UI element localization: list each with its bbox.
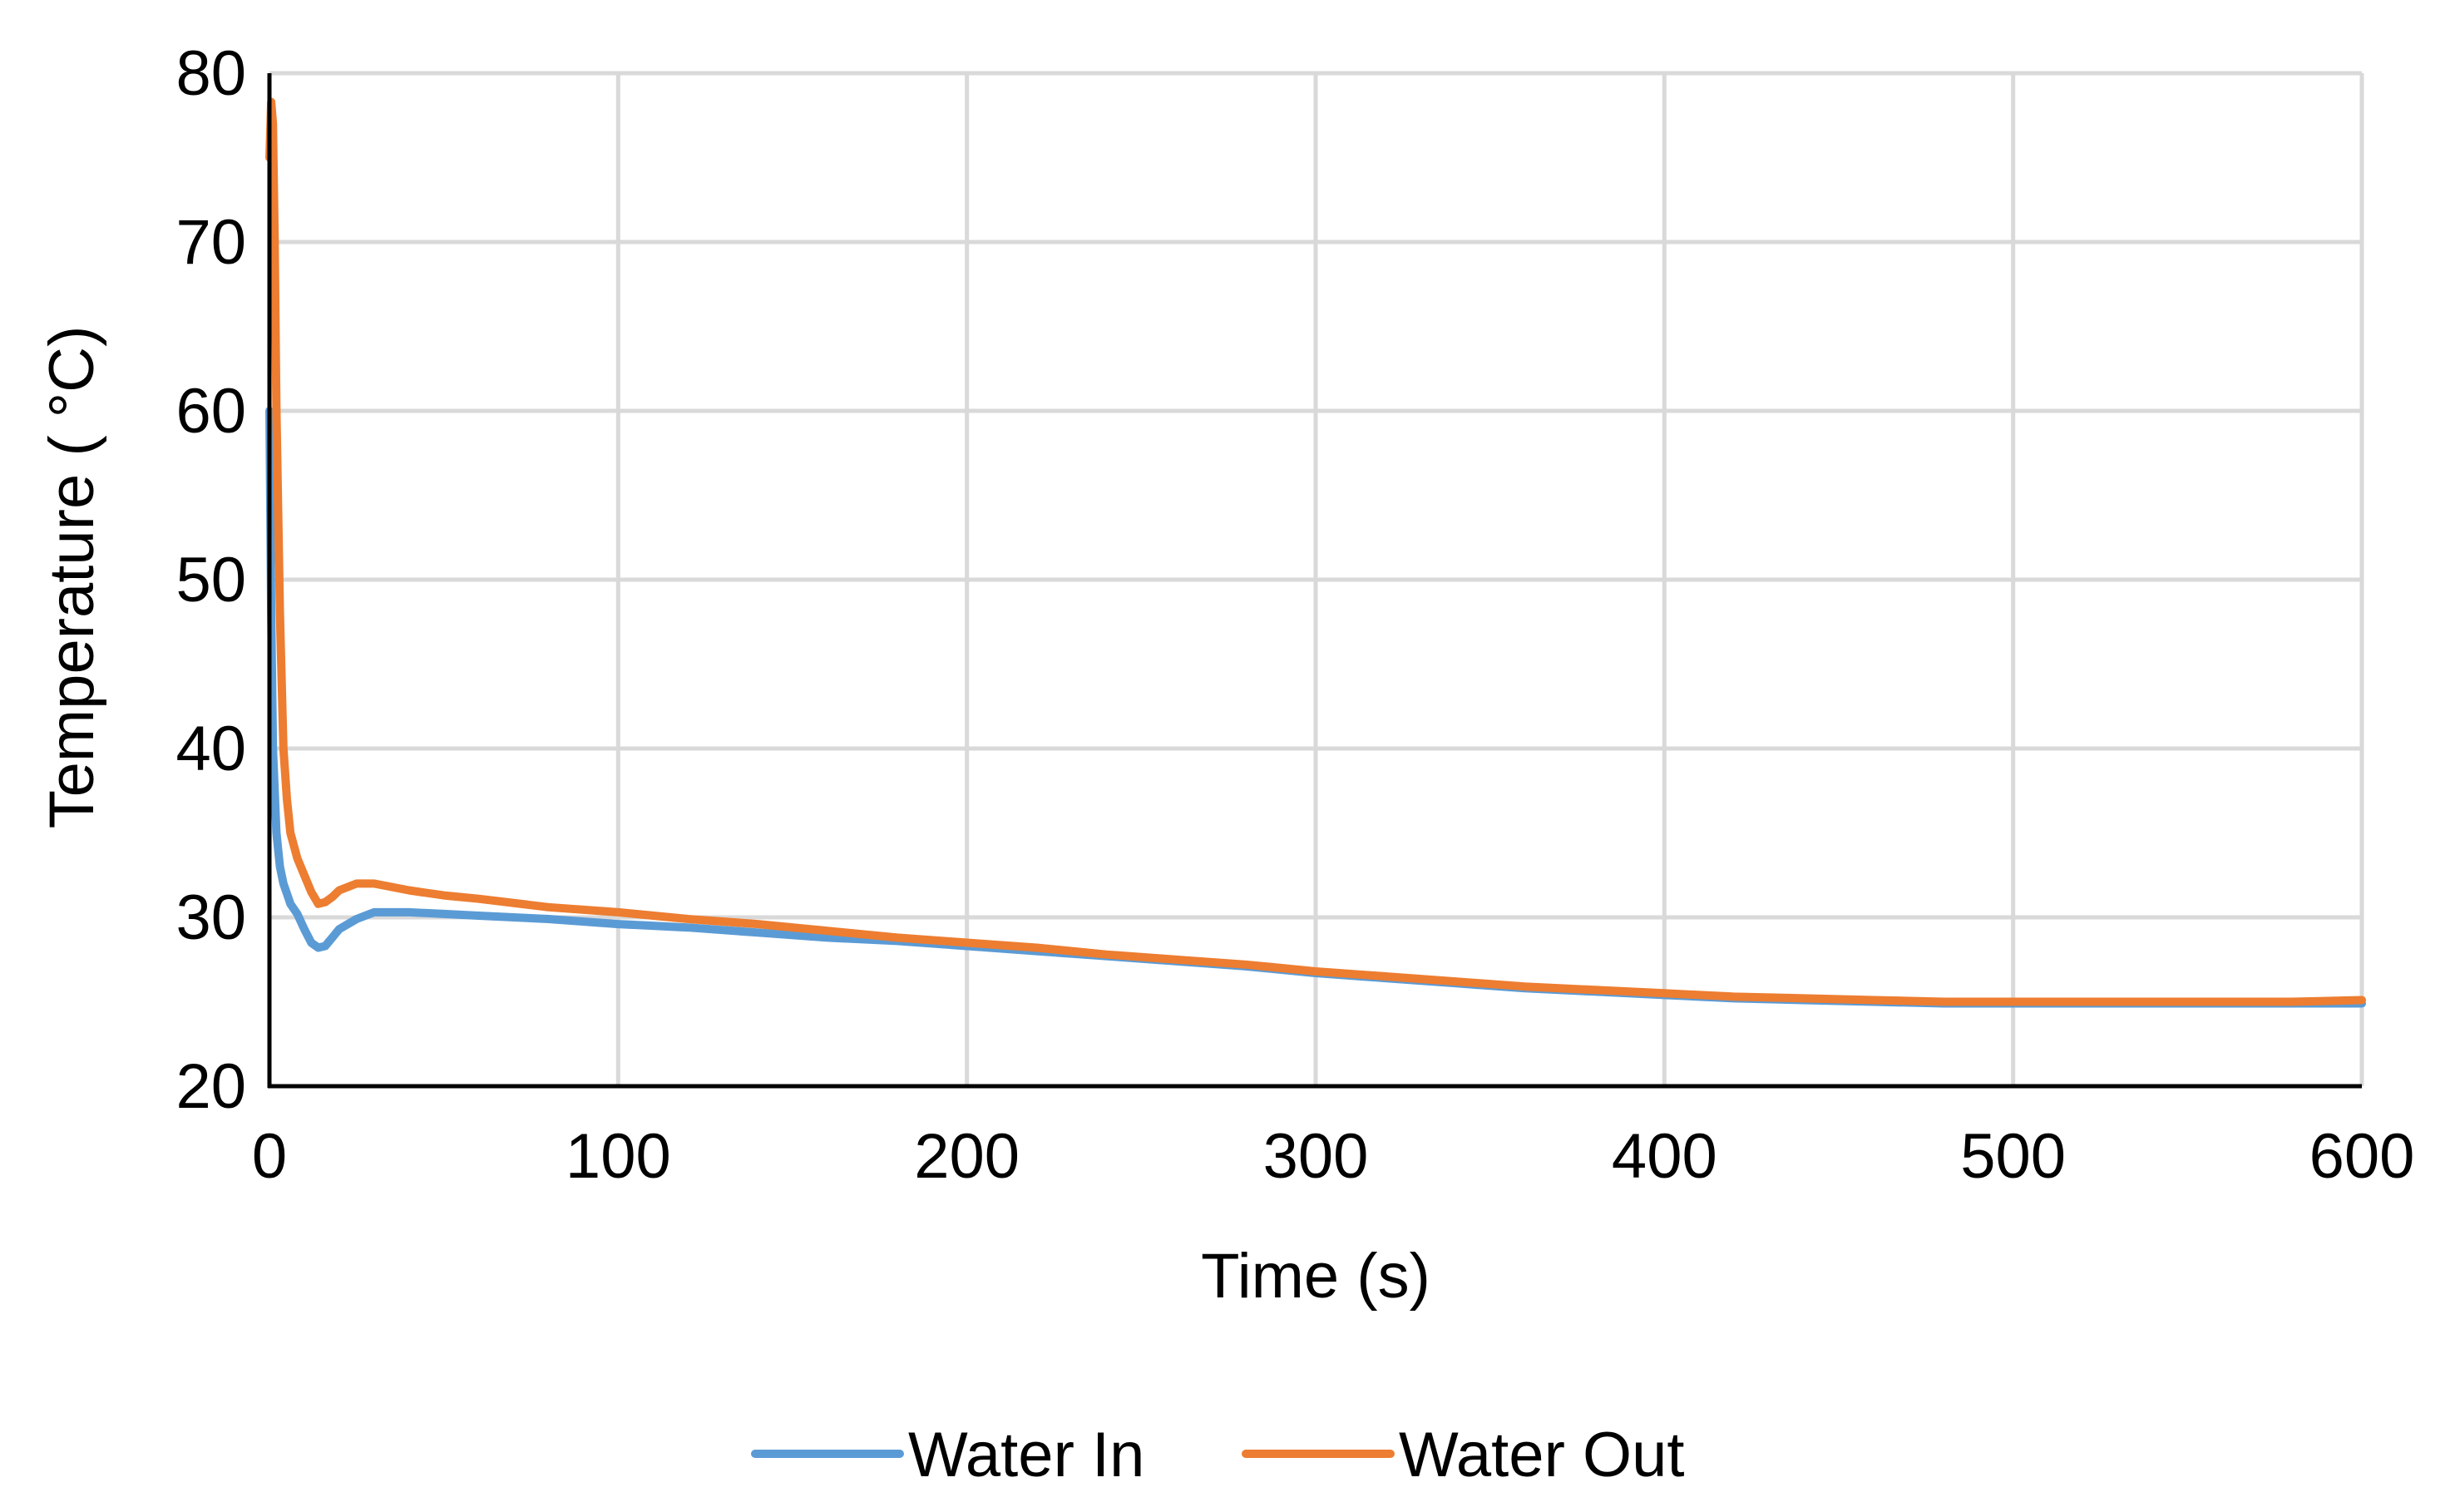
legend: Water In Water Out	[751, 1420, 1684, 1490]
x-tick-label: 0	[252, 1121, 287, 1192]
legend-label: Water In	[908, 1420, 1144, 1490]
y-tick-label: 70	[175, 207, 246, 278]
x-tick-label: 200	[914, 1121, 1020, 1192]
legend-item-water-out: Water Out	[1242, 1420, 1684, 1490]
x-tick-label: 300	[1263, 1121, 1369, 1192]
y-tick-label: 50	[175, 545, 246, 615]
legend-item-water-in: Water In	[751, 1420, 1144, 1490]
x-tick-label: 500	[1960, 1121, 2066, 1192]
series-line-water-out	[265, 97, 2366, 1006]
y-tick-label: 40	[175, 714, 246, 784]
y-axis-title: Temperature ( °C)	[37, 326, 107, 829]
axes	[267, 73, 2362, 1089]
y-tick-label: 60	[175, 376, 246, 447]
series-group	[265, 97, 2366, 1008]
x-tick-label: 600	[2309, 1121, 2415, 1192]
x-axis-title: Time (s)	[1201, 1241, 1430, 1312]
x-tick-label: 100	[566, 1121, 671, 1192]
legend-label: Water Out	[1399, 1420, 1684, 1490]
tick-labels: 20 30 40 50 60 70 80 0 100 200 300 400 500 600	[175, 38, 2414, 1192]
y-tick-label: 20	[175, 1051, 246, 1122]
y-tick-label: 30	[175, 882, 246, 953]
grid	[269, 71, 2364, 1086]
x-tick-label: 400	[1612, 1121, 1717, 1192]
y-tick-label: 80	[175, 38, 246, 109]
